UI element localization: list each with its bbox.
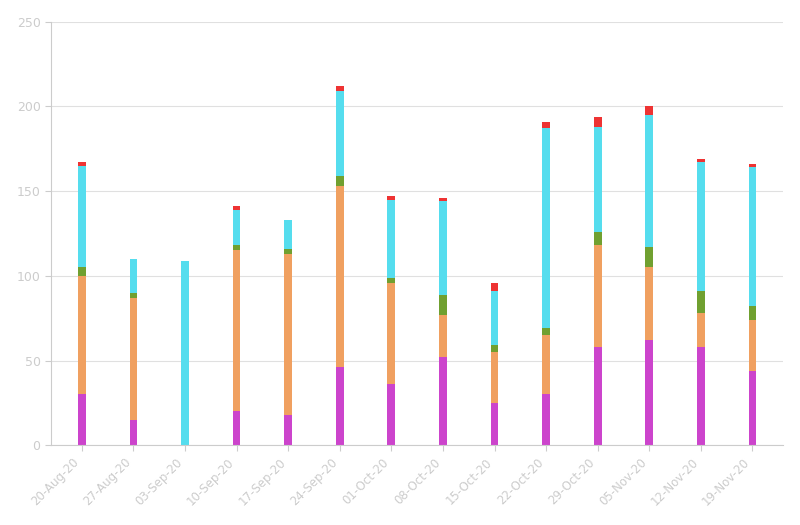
- Bar: [542, 129, 550, 329]
- Bar: [439, 357, 447, 445]
- Bar: [130, 259, 138, 293]
- Bar: [542, 394, 550, 445]
- Bar: [490, 291, 498, 345]
- Bar: [646, 340, 653, 445]
- Bar: [233, 412, 241, 445]
- Bar: [387, 278, 395, 282]
- Bar: [387, 200, 395, 278]
- Bar: [78, 267, 86, 276]
- Bar: [594, 245, 602, 347]
- Bar: [130, 298, 138, 420]
- Bar: [336, 368, 344, 445]
- Bar: [490, 282, 498, 291]
- Bar: [646, 247, 653, 267]
- Bar: [749, 164, 756, 167]
- Bar: [439, 315, 447, 357]
- Bar: [233, 206, 241, 210]
- Bar: [336, 91, 344, 176]
- Bar: [749, 320, 756, 371]
- Bar: [697, 162, 705, 291]
- Bar: [284, 220, 292, 249]
- Bar: [284, 249, 292, 254]
- Bar: [697, 313, 705, 347]
- Bar: [336, 186, 344, 368]
- Bar: [78, 394, 86, 445]
- Bar: [749, 371, 756, 445]
- Bar: [646, 107, 653, 115]
- Bar: [233, 245, 241, 250]
- Bar: [749, 307, 756, 320]
- Bar: [439, 198, 447, 201]
- Bar: [387, 384, 395, 445]
- Bar: [749, 167, 756, 307]
- Bar: [542, 335, 550, 394]
- Bar: [697, 159, 705, 162]
- Bar: [594, 117, 602, 127]
- Bar: [646, 267, 653, 340]
- Bar: [387, 196, 395, 200]
- Bar: [439, 295, 447, 315]
- Bar: [594, 347, 602, 445]
- Bar: [233, 250, 241, 412]
- Bar: [130, 420, 138, 445]
- Bar: [594, 232, 602, 245]
- Bar: [490, 352, 498, 403]
- Bar: [336, 86, 344, 91]
- Bar: [78, 162, 86, 166]
- Bar: [181, 260, 189, 445]
- Bar: [78, 166, 86, 267]
- Bar: [697, 291, 705, 313]
- Bar: [387, 282, 395, 384]
- Bar: [233, 210, 241, 245]
- Bar: [78, 276, 86, 394]
- Bar: [697, 347, 705, 445]
- Bar: [542, 329, 550, 335]
- Bar: [490, 345, 498, 352]
- Bar: [490, 403, 498, 445]
- Bar: [130, 293, 138, 298]
- Bar: [542, 122, 550, 129]
- Bar: [284, 254, 292, 415]
- Bar: [646, 115, 653, 247]
- Bar: [594, 127, 602, 232]
- Bar: [439, 201, 447, 295]
- Bar: [284, 415, 292, 445]
- Bar: [336, 176, 344, 186]
